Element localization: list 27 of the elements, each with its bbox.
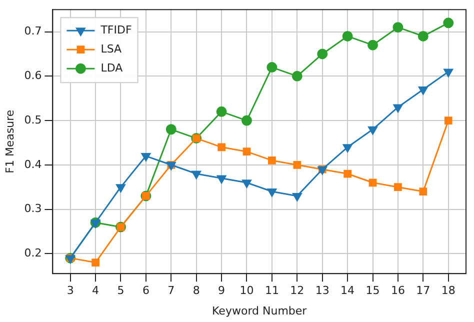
x-tick-label: 18 (441, 284, 456, 298)
x-tick-label: 9 (218, 284, 226, 298)
x-tick-label: 17 (416, 284, 430, 298)
x-tick-label: 6 (142, 284, 150, 298)
x-tick-label: 12 (290, 284, 304, 298)
x-axis-title: Keyword Number (212, 304, 308, 318)
x-tick-label: 4 (92, 284, 100, 298)
y-tick-label: 0.3 (24, 202, 42, 216)
y-tick-label: 0.6 (24, 69, 42, 82)
y-tick-label: 0.4 (24, 158, 42, 171)
x-tick-label: 16 (390, 284, 405, 298)
legend-label: LDA (100, 61, 124, 74)
y-tick-label: 0.5 (24, 113, 42, 126)
legend-label: TFIDF (100, 23, 132, 36)
x-tick-label: 10 (240, 284, 254, 298)
x-tick-label: 11 (264, 284, 279, 298)
x-tick-label: 3 (66, 284, 74, 298)
x-tick-label: 14 (340, 284, 355, 298)
x-tick-label: 15 (366, 284, 380, 298)
x-tick-label: 7 (168, 284, 175, 298)
y-axis-title: F1 Measure (3, 110, 16, 174)
x-tick-label: 8 (192, 284, 200, 298)
y-tick-label: 0.2 (24, 246, 42, 260)
x-tick-label: 13 (315, 284, 330, 298)
legend-label: LSA (100, 42, 122, 56)
x-tick-label: 5 (117, 284, 124, 298)
y-tick-label: 0.7 (24, 24, 42, 38)
